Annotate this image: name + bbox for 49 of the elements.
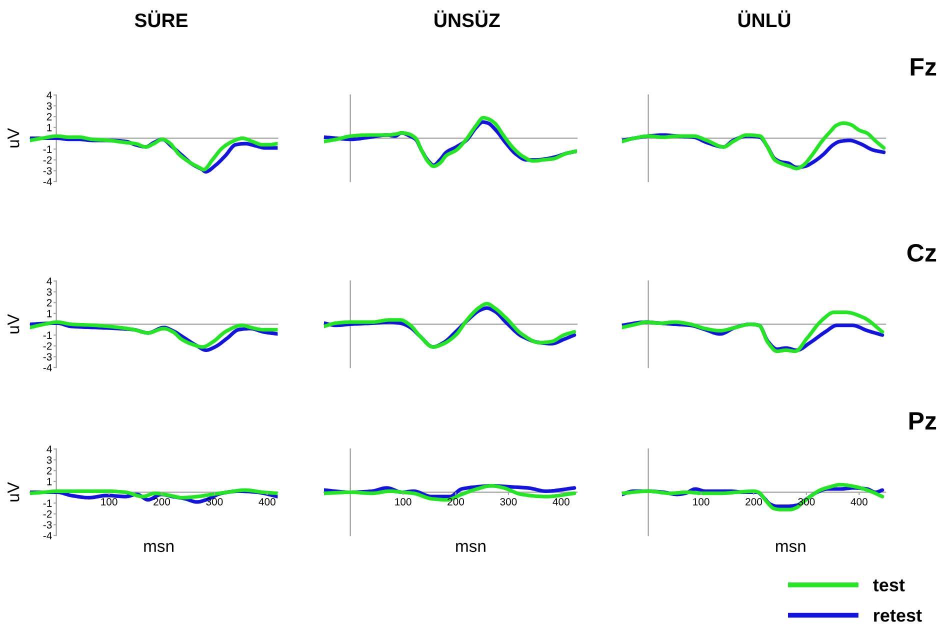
y-tick-label: 2 <box>46 467 52 474</box>
legend-label: test <box>873 579 905 592</box>
y-tick-label: 1 <box>47 310 52 318</box>
x-tick-label: 200 <box>746 498 762 506</box>
y-tick-label: -1 <box>43 146 52 153</box>
y-axis-title: uV <box>8 314 20 334</box>
x-tick-label: 400 <box>258 498 276 506</box>
y-tick-label: 3 <box>46 288 52 296</box>
y-tick-label: 4 <box>46 92 52 99</box>
text: Cz <box>907 244 936 262</box>
y-tick-label: -1 <box>43 500 52 507</box>
chart-title: ÜNLÜ <box>738 10 790 28</box>
y-tick-label: -2 <box>43 510 52 518</box>
x-tick-label: 300 <box>206 498 223 506</box>
y-tick-label: -2 <box>43 342 52 350</box>
y-tick-label: 3 <box>46 456 52 464</box>
y-tick-label: 4 <box>46 278 52 285</box>
chart-title: SÜRE <box>134 10 188 28</box>
chart-title: ÜNSÜZ <box>434 10 500 28</box>
x-tick-label: 100 <box>395 498 412 506</box>
y-tick-label: 3 <box>46 102 52 110</box>
y-tick-label: -3 <box>43 521 52 529</box>
text: Pz <box>909 412 936 430</box>
y-tick-label: -4 <box>43 364 52 372</box>
text: Fz <box>910 58 936 76</box>
y-axis-title: uV <box>8 128 20 148</box>
y-tick-label: -3 <box>43 353 52 361</box>
x-axis-title: msn <box>456 542 486 552</box>
x-tick-label: 100 <box>693 498 710 506</box>
y-axis-title: uV <box>8 482 20 502</box>
x-axis-title: msn <box>776 542 806 552</box>
y-tick-label: 2 <box>46 299 52 306</box>
y-tick-label: -1 <box>43 332 52 339</box>
x-tick-label: 100 <box>101 498 118 506</box>
y-tick-label: 1 <box>47 478 52 486</box>
y-tick-label: 1 <box>47 124 52 132</box>
x-tick-label: 400 <box>552 498 570 506</box>
y-tick-label: -4 <box>43 532 52 540</box>
y-tick-label: -2 <box>43 156 52 164</box>
x-tick-label: 300 <box>500 498 517 506</box>
x-tick-label: 200 <box>154 498 170 506</box>
x-axis-title: msn <box>144 542 174 552</box>
y-tick-label: 2 <box>46 113 52 120</box>
y-tick-label: -4 <box>43 178 52 186</box>
x-tick-label: 400 <box>850 498 868 506</box>
x-tick-label: 200 <box>448 498 464 506</box>
y-tick-label: 4 <box>46 446 52 453</box>
y-tick-label: -3 <box>43 167 52 175</box>
legend-label: retest <box>874 610 922 622</box>
